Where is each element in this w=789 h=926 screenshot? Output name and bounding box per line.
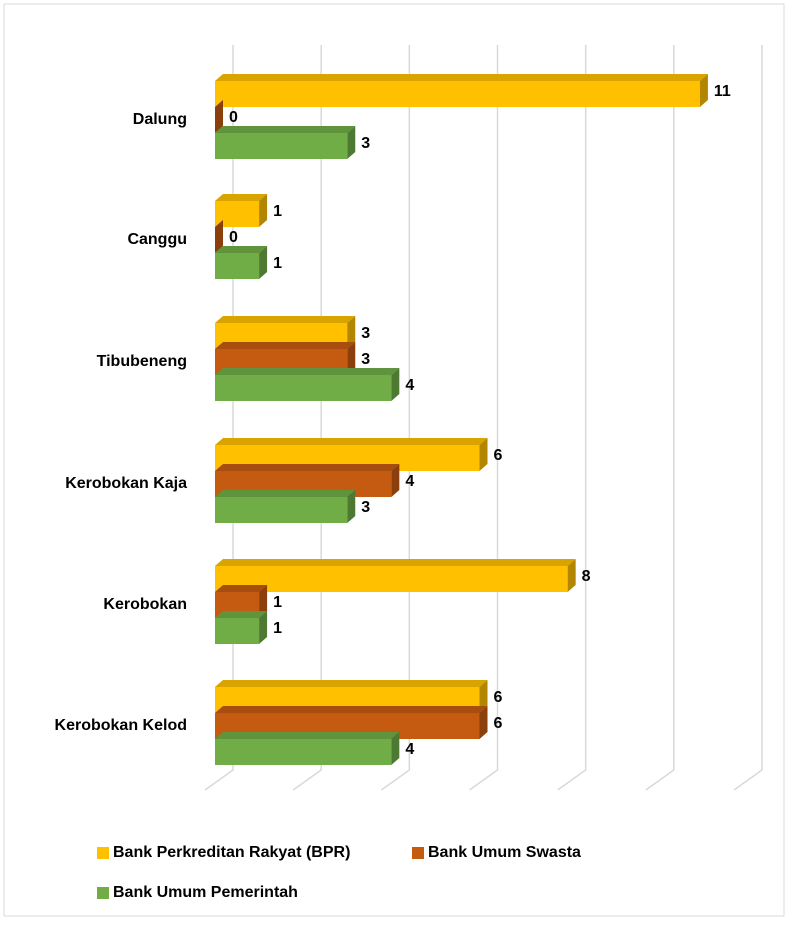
bar-top [215, 611, 268, 618]
bar-side [699, 74, 708, 107]
grid-line [645, 45, 675, 791]
data-label: 3 [361, 325, 370, 342]
data-label: 1 [273, 203, 282, 220]
grid-line [733, 45, 763, 791]
grid-line [204, 45, 234, 791]
grid-line [292, 45, 322, 791]
bar-side [259, 194, 268, 227]
bar [215, 133, 348, 159]
bar [215, 375, 392, 401]
bar-top [215, 585, 268, 592]
data-label: 3 [361, 351, 370, 368]
y-tick-label: Kerobokan [103, 596, 187, 613]
legend-label: Bank Perkreditan Rakyat (BPR) [113, 844, 350, 861]
data-label: 1 [273, 594, 282, 611]
bar [215, 566, 568, 592]
bar-side [259, 611, 268, 644]
data-label: 1 [273, 255, 282, 272]
bar-side [391, 464, 400, 497]
bar-top [215, 246, 268, 253]
bar-side [479, 680, 488, 713]
data-label: 8 [582, 568, 591, 585]
bar [215, 739, 392, 765]
data-label: 6 [494, 715, 503, 732]
legend-swatch [412, 847, 424, 859]
bar-side [347, 490, 356, 523]
data-label: 6 [494, 447, 503, 464]
bar-top [215, 368, 400, 375]
bar-side [347, 342, 356, 375]
y-tick-label: Kerobokan Kelod [55, 717, 187, 734]
bar-top [215, 680, 488, 687]
data-label: 1 [273, 620, 282, 637]
grid-line [557, 45, 587, 791]
bar-top [215, 464, 400, 471]
grid-line [469, 45, 499, 791]
bar-top [215, 194, 268, 201]
legend-label: Bank Umum Pemerintah [113, 884, 298, 901]
data-label: 6 [494, 689, 503, 706]
bar-side [347, 126, 356, 159]
bar-side [347, 316, 356, 349]
y-tick-label: Dalung [133, 111, 187, 128]
bar-side [479, 438, 488, 471]
data-label: 0 [229, 229, 238, 246]
y-tick-label: Canggu [127, 231, 187, 248]
bar-top [215, 706, 488, 713]
grid-line [380, 45, 411, 791]
data-label: 3 [361, 499, 370, 516]
y-tick-label: Tibubeneng [97, 353, 187, 370]
bar-top [215, 342, 356, 349]
bar-side [391, 368, 400, 401]
data-label: 4 [405, 741, 414, 758]
data-label: 4 [405, 473, 414, 490]
bar-top [215, 732, 400, 739]
bar-top [215, 126, 356, 133]
bar [215, 81, 700, 107]
bar-side [215, 220, 223, 253]
legend-swatch [97, 887, 109, 899]
data-label: 0 [229, 109, 238, 126]
y-tick-label: Kerobokan Kaja [65, 475, 187, 492]
bar-side [479, 706, 488, 739]
bar-top [215, 490, 356, 497]
bar [215, 497, 348, 523]
bar-side [259, 585, 268, 618]
bar-top [215, 316, 356, 323]
bar-top [215, 559, 576, 566]
bar [215, 253, 260, 279]
bar [215, 618, 260, 644]
bar-side [391, 732, 400, 765]
data-label: 11 [714, 83, 731, 100]
bar-side [567, 559, 576, 592]
bar-top [215, 74, 708, 81]
bar-side [215, 100, 223, 133]
data-label: 4 [405, 377, 414, 394]
data-label: 3 [361, 135, 370, 152]
bar-side [259, 246, 268, 279]
legend-swatch [97, 847, 109, 859]
bar-top [215, 438, 488, 445]
legend-label: Bank Umum Swasta [428, 844, 581, 861]
